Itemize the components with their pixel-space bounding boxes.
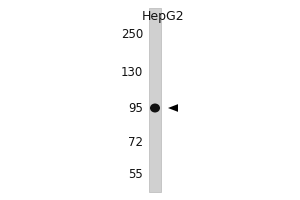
Text: 72: 72	[128, 136, 143, 150]
Polygon shape	[168, 104, 178, 112]
Text: 250: 250	[121, 28, 143, 42]
Text: 55: 55	[128, 168, 143, 182]
Text: 130: 130	[121, 66, 143, 78]
Text: 95: 95	[128, 102, 143, 114]
Text: HepG2: HepG2	[142, 10, 184, 23]
Ellipse shape	[150, 104, 160, 112]
Bar	[149, 8, 161, 192]
